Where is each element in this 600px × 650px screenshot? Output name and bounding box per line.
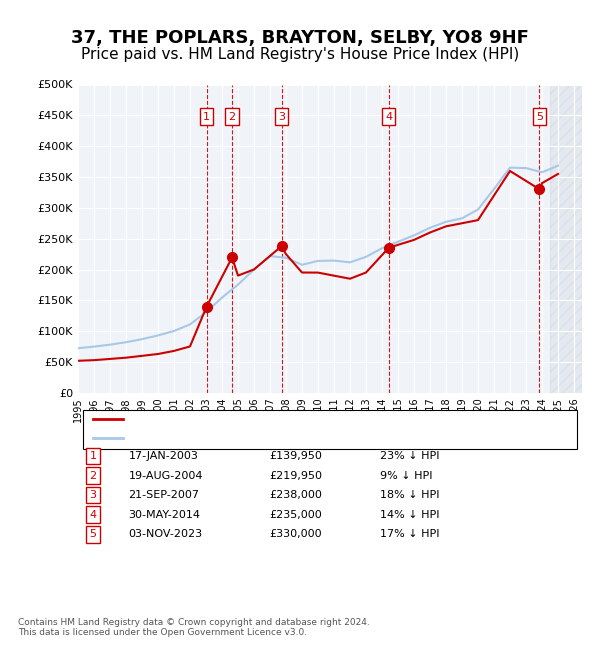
Text: 19-AUG-2004: 19-AUG-2004 (128, 471, 203, 480)
Text: £238,000: £238,000 (269, 490, 322, 500)
Text: 9% ↓ HPI: 9% ↓ HPI (380, 471, 433, 480)
Text: HPI: Average price, detached house, North Yorkshire: HPI: Average price, detached house, Nort… (133, 433, 406, 443)
Text: 5: 5 (89, 529, 97, 539)
Text: £139,950: £139,950 (269, 451, 322, 461)
Text: 17-JAN-2003: 17-JAN-2003 (128, 451, 198, 461)
Text: 1: 1 (203, 112, 210, 122)
Text: £219,950: £219,950 (269, 471, 323, 480)
Text: Price paid vs. HM Land Registry's House Price Index (HPI): Price paid vs. HM Land Registry's House … (81, 47, 519, 62)
Text: 3: 3 (278, 112, 285, 122)
Text: 03-NOV-2023: 03-NOV-2023 (128, 529, 203, 539)
Text: 2: 2 (229, 112, 236, 122)
Text: £330,000: £330,000 (269, 529, 322, 539)
Text: 21-SEP-2007: 21-SEP-2007 (128, 490, 199, 500)
Text: 37, THE POPLARS, BRAYTON, SELBY, YO8 9HF (detached house): 37, THE POPLARS, BRAYTON, SELBY, YO8 9HF… (133, 415, 464, 424)
Text: 30-MAY-2014: 30-MAY-2014 (128, 510, 200, 520)
Text: 4: 4 (89, 510, 97, 520)
Text: Contains HM Land Registry data © Crown copyright and database right 2024.
This d: Contains HM Land Registry data © Crown c… (18, 618, 370, 637)
FancyBboxPatch shape (83, 410, 577, 449)
Text: 14% ↓ HPI: 14% ↓ HPI (380, 510, 440, 520)
Text: £235,000: £235,000 (269, 510, 322, 520)
Text: 18% ↓ HPI: 18% ↓ HPI (380, 490, 440, 500)
Text: 17% ↓ HPI: 17% ↓ HPI (380, 529, 440, 539)
Text: 37, THE POPLARS, BRAYTON, SELBY, YO8 9HF: 37, THE POPLARS, BRAYTON, SELBY, YO8 9HF (71, 29, 529, 47)
Bar (550, 84, 582, 393)
Text: 5: 5 (536, 112, 543, 122)
Text: 3: 3 (89, 490, 97, 500)
Text: 1: 1 (89, 451, 97, 461)
Text: 4: 4 (385, 112, 392, 122)
Text: 2: 2 (89, 471, 97, 480)
Text: 23% ↓ HPI: 23% ↓ HPI (380, 451, 440, 461)
